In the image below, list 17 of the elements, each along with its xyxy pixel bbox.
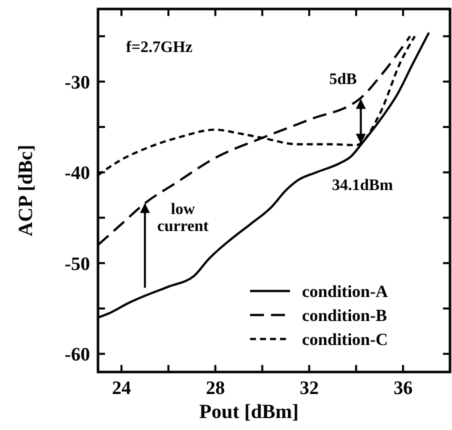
x-tick-label: 24 — [112, 378, 132, 399]
annotation: low current — [157, 200, 210, 235]
annotation: 5dB — [329, 70, 358, 88]
legend-label: condition-B — [302, 306, 388, 325]
legend-label: condition-C — [302, 330, 388, 349]
x-axis-title: Pout [dBm] — [199, 401, 299, 423]
x-tick-label: 32 — [300, 378, 319, 399]
x-tick-label: 36 — [394, 378, 413, 399]
annotation: f=2.7GHz — [126, 39, 192, 56]
x-tick-label: 28 — [206, 378, 225, 399]
legend-label: condition-A — [302, 282, 389, 301]
y-tick-label: -40 — [64, 163, 90, 184]
annotation: 34.1dBm — [332, 177, 394, 194]
y-tick-label: -60 — [64, 344, 90, 366]
y-tick-label: -30 — [64, 72, 90, 94]
y-tick-label: -50 — [64, 254, 90, 275]
y-axis-title: ACP [dBc] — [15, 144, 37, 236]
